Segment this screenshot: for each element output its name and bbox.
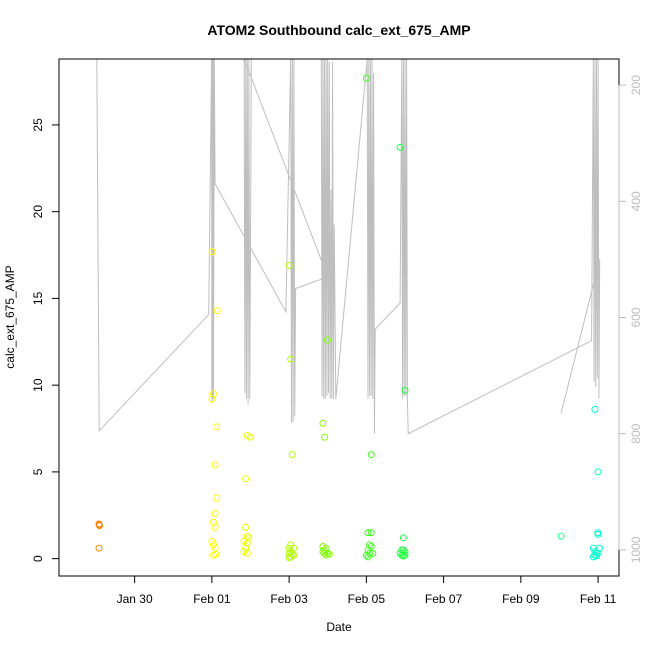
data-point xyxy=(211,461,219,469)
data-point xyxy=(211,510,219,517)
data-point xyxy=(287,355,295,363)
plot-frame xyxy=(58,58,620,577)
data-point xyxy=(210,541,217,549)
data-point xyxy=(213,307,221,315)
y2-tick-label: 1000 xyxy=(629,536,643,563)
data-point xyxy=(319,419,327,427)
x-axis-label: Date xyxy=(326,620,352,634)
data-point xyxy=(243,549,251,557)
y-tick-label: 10 xyxy=(31,378,45,392)
data-point xyxy=(591,405,599,413)
x-tick-label: Feb 07 xyxy=(425,592,463,606)
y2-tick-label: 600 xyxy=(629,307,643,327)
y-tick-label: 5 xyxy=(31,468,45,475)
x-tick-label: Feb 01 xyxy=(193,592,231,606)
data-point xyxy=(208,248,216,256)
data-point xyxy=(325,550,333,558)
data-point xyxy=(589,553,597,561)
data-point xyxy=(362,74,370,82)
x-tick-label: Feb 11 xyxy=(580,592,617,606)
y-tick-label: 15 xyxy=(31,291,45,305)
data-point xyxy=(321,549,328,557)
data-point xyxy=(213,494,221,502)
x-tick-label: Feb 05 xyxy=(348,592,386,606)
data-point xyxy=(369,549,377,557)
data-point xyxy=(212,550,220,558)
data-point xyxy=(288,451,296,459)
data-point xyxy=(367,451,375,459)
y-tick-label: 20 xyxy=(31,205,45,219)
data-point xyxy=(285,544,293,552)
depth-line-layer xyxy=(96,59,601,435)
chart-title: ATOM2 Southbound calc_ext_675_AMP xyxy=(207,22,470,38)
data-point xyxy=(594,530,602,538)
x-axis: Jan 30 Feb 01 Feb 03 Feb 05 Feb 07 Feb 09 Feb … xyxy=(117,575,617,606)
data-point xyxy=(401,386,409,394)
y-axis-label: calc_ext_675_AMP xyxy=(3,265,17,368)
x-tick-label: Feb 09 xyxy=(502,592,540,606)
data-point xyxy=(213,423,221,431)
data-point xyxy=(242,523,250,531)
y2-tick-label: 200 xyxy=(629,75,643,95)
data-point xyxy=(362,551,370,559)
data-point xyxy=(396,144,404,151)
data-point xyxy=(321,433,328,441)
data-point xyxy=(208,537,216,545)
data-point xyxy=(399,534,407,542)
y-axis: 0 5 10 15 20 25 xyxy=(31,118,60,562)
data-point xyxy=(285,554,293,562)
data-point xyxy=(324,336,331,344)
y2-axis: 200 400 600 800 1000 xyxy=(618,75,643,563)
data-point xyxy=(285,262,293,269)
x-tick-label: Jan 30 xyxy=(117,592,153,606)
data-point xyxy=(95,544,103,552)
y-tick-label: 0 xyxy=(31,555,45,562)
data-point xyxy=(242,475,250,483)
data-point xyxy=(246,433,254,441)
data-point xyxy=(594,468,602,476)
y-tick-label: 25 xyxy=(31,118,45,132)
data-point xyxy=(364,553,372,561)
data-point xyxy=(364,529,372,537)
data-point xyxy=(208,395,216,403)
data-point xyxy=(285,549,293,557)
data-point xyxy=(211,523,219,531)
data-point xyxy=(367,529,375,537)
data-point xyxy=(96,522,103,530)
x-tick-label: Feb 03 xyxy=(270,592,308,606)
points-layer xyxy=(95,74,604,562)
data-point xyxy=(243,532,251,540)
y2-tick-label: 800 xyxy=(629,423,643,443)
data-point xyxy=(322,551,330,559)
data-point xyxy=(557,532,565,540)
data-point xyxy=(399,552,407,560)
data-point xyxy=(593,552,600,560)
depth-line xyxy=(96,59,601,435)
y2-tick-label: 400 xyxy=(629,191,643,211)
